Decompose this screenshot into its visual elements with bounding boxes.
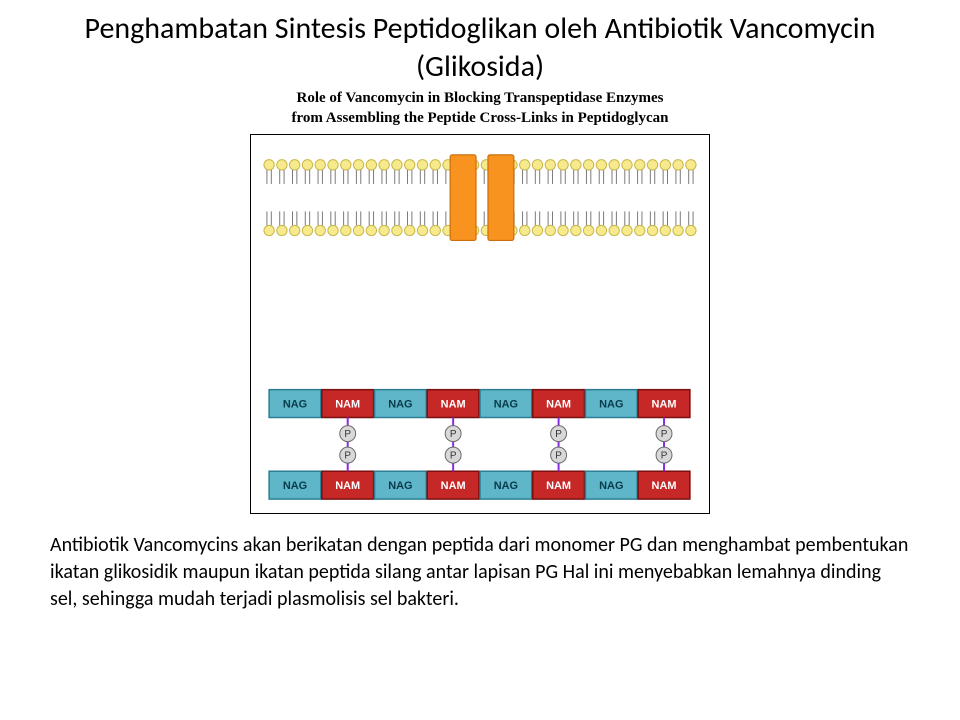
svg-text:P: P (555, 451, 562, 462)
svg-text:P: P (450, 429, 457, 440)
svg-text:NAG: NAG (599, 480, 623, 492)
svg-text:P: P (555, 429, 562, 440)
svg-text:NAM: NAM (652, 480, 677, 492)
peptidoglycan-diagram: NAG NAM NAG NAM NAG NAM NAG NAM NAG NAM NAG NAM NAG N… (250, 134, 710, 514)
svg-text:NAM: NAM (441, 399, 466, 411)
svg-text:NAM: NAM (652, 399, 677, 411)
slide-caption: Antibiotik Vancomycins akan berikatan de… (40, 532, 920, 613)
svg-text:NAM: NAM (546, 399, 571, 411)
svg-text:P: P (661, 429, 668, 440)
svg-text:NAG: NAG (283, 399, 307, 411)
slide-root: Penghambatan Sintesis Peptidoglikan oleh… (0, 0, 960, 720)
slide-title: Penghambatan Sintesis Peptidoglikan oleh… (40, 10, 920, 85)
svg-text:NAM: NAM (441, 480, 466, 492)
svg-text:P: P (661, 451, 668, 462)
figure-container: NAG NAM NAG NAM NAG NAM NAG NAM NAG NAM NAG NAM NAG N… (40, 134, 920, 514)
subtitle-line-1: Role of Vancomycin in Blocking Transpept… (297, 90, 664, 106)
svg-text:NAG: NAG (388, 480, 412, 492)
subtitle-line-2: from Assembling the Peptide Cross-Links … (292, 110, 669, 126)
svg-text:NAM: NAM (546, 480, 571, 492)
svg-text:P: P (344, 451, 351, 462)
svg-text:NAG: NAG (494, 480, 518, 492)
svg-text:NAG: NAG (494, 399, 518, 411)
svg-text:P: P (344, 429, 351, 440)
svg-text:NAG: NAG (388, 399, 412, 411)
svg-text:NAG: NAG (599, 399, 623, 411)
svg-text:NAM: NAM (335, 480, 360, 492)
svg-text:NAM: NAM (335, 399, 360, 411)
slide-subtitle: Role of Vancomycin in Blocking Transpept… (40, 89, 920, 128)
svg-text:P: P (450, 451, 457, 462)
svg-text:NAG: NAG (283, 480, 307, 492)
